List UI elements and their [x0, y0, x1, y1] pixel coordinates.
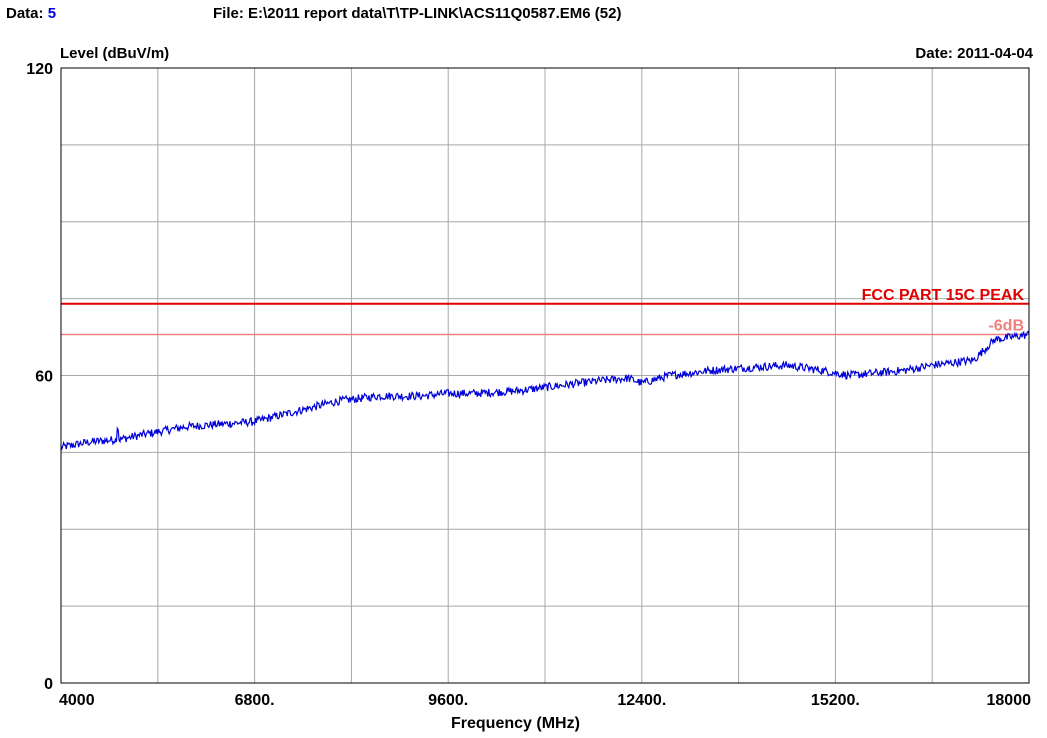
plot-frame	[60, 67, 1030, 684]
y-tick-label: 0	[44, 676, 53, 693]
y-axis-label: Level (dBuV/m)	[60, 45, 170, 62]
limit-line-label: -6dB	[988, 318, 1024, 335]
y-tick-label: 60	[35, 369, 53, 386]
series-line	[60, 330, 1030, 451]
x-tick-label: 6800.	[235, 692, 275, 709]
data-index: Data: 5	[6, 6, 56, 21]
date-label: Date: 2011-04-04	[915, 45, 1033, 62]
grid	[61, 68, 1029, 683]
x-axis-label: Frequency (MHz)	[451, 715, 580, 732]
x-tick-label: 18000	[987, 692, 1032, 709]
data-index-value: 5	[47, 5, 57, 22]
x-tick-label: 4000	[59, 692, 95, 709]
tick-labels: 4000 6800. 9600. 12400. 15200. 18000 0 60 120	[26, 61, 1031, 709]
limit-lines: FCC PART 15C PEAK -6dB	[61, 287, 1029, 336]
x-tick-label: 15200.	[811, 692, 860, 709]
x-tick-label: 12400.	[617, 692, 666, 709]
y-tick-label: 120	[26, 61, 53, 78]
series-group	[60, 330, 1030, 451]
data-index-label: Data:	[6, 5, 44, 22]
file-path: File: E:\2011 report data\T\TP-LINK\ACS1…	[213, 5, 622, 22]
x-tick-label: 9600.	[428, 692, 468, 709]
limit-line-label: FCC PART 15C PEAK	[862, 287, 1025, 304]
